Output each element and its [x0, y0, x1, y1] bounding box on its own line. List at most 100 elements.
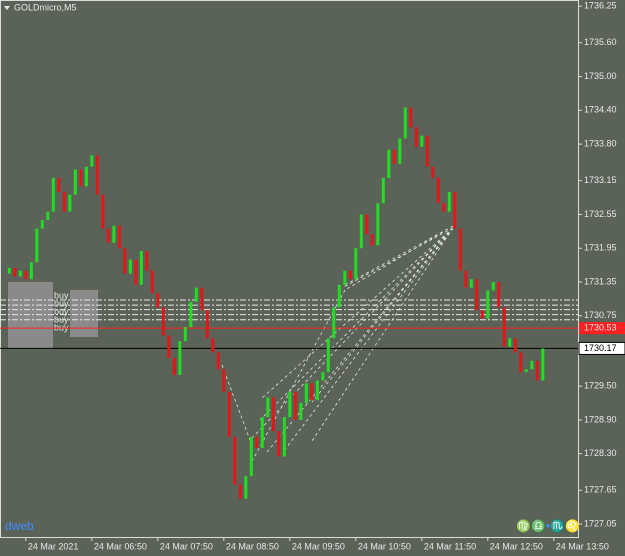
- candle: [425, 135, 429, 167]
- y-tick-label: 1727.65: [584, 485, 617, 495]
- order-label: buy: [54, 314, 69, 324]
- candle: [128, 259, 132, 274]
- candle: [222, 369, 226, 392]
- candle: [508, 338, 512, 347]
- candle: [79, 169, 83, 187]
- candle: [370, 234, 374, 246]
- candle: [200, 287, 204, 311]
- order-label: buy: [54, 322, 69, 332]
- candle: [178, 341, 182, 375]
- candle: [134, 259, 138, 285]
- candle: [288, 391, 292, 418]
- y-tick-label: 1728.30: [584, 448, 617, 458]
- candle: [271, 397, 275, 432]
- y-tick-label: 1735.60: [584, 37, 617, 47]
- y-tick-label: 1733.80: [584, 138, 617, 148]
- x-tick-label: 24 Mar 12:50: [490, 541, 543, 551]
- candle: [376, 203, 380, 246]
- candle: [387, 149, 391, 178]
- candle: [486, 290, 490, 319]
- candle: [156, 293, 160, 308]
- candle: [123, 248, 127, 274]
- candle: [326, 338, 330, 373]
- y-tick-label: 1732.55: [584, 209, 617, 219]
- candle: [244, 476, 248, 499]
- candle: [299, 403, 303, 420]
- candle: [541, 348, 545, 381]
- candle: [211, 338, 215, 353]
- candle: [315, 380, 319, 401]
- order-label: buy: [54, 306, 69, 316]
- candle: [535, 360, 539, 381]
- watermark: dweb: [5, 519, 34, 533]
- menu-arrow[interactable]: [4, 6, 10, 10]
- candle: [172, 358, 176, 375]
- candle: [68, 194, 72, 212]
- candle: [304, 383, 308, 404]
- candle: [332, 307, 336, 339]
- x-tick-label: 24 Mar 07:50: [160, 541, 213, 551]
- candle: [238, 484, 242, 499]
- candle: [282, 417, 286, 457]
- candle: [530, 360, 534, 370]
- candle: [310, 383, 314, 401]
- x-tick-label: 24 Mar 2021: [28, 541, 79, 551]
- symbols: ♍♎•♏♌: [516, 519, 580, 533]
- candle: [161, 307, 165, 336]
- candle: [458, 228, 462, 271]
- candle: [40, 220, 44, 229]
- y-tick-label: 1727.05: [584, 518, 617, 528]
- candle: [447, 191, 451, 212]
- candle: [436, 177, 440, 204]
- candle: [321, 372, 325, 381]
- y-tick-label: 1733.15: [584, 175, 617, 185]
- x-tick-label: 24 Mar 13:50: [556, 541, 609, 551]
- candle: [398, 138, 402, 164]
- candle: [13, 267, 17, 277]
- x-tick-label: 24 Mar 10:50: [358, 541, 411, 551]
- y-tick-label: 1729.50: [584, 381, 617, 391]
- candle: [167, 335, 171, 358]
- candle: [266, 397, 270, 418]
- candle: [497, 282, 501, 308]
- candle: [150, 270, 154, 294]
- order-label: buy: [54, 290, 69, 300]
- candle: [90, 155, 94, 167]
- candle: [249, 436, 253, 477]
- y-tick-label: 1736.25: [584, 1, 617, 11]
- candle: [420, 135, 424, 147]
- candle: [365, 214, 369, 235]
- candle: [117, 225, 121, 249]
- price-box: [578, 341, 625, 355]
- y-tick-label: 1731.35: [584, 276, 617, 286]
- y-tick-label: 1735.00: [584, 71, 617, 81]
- candle: [475, 279, 479, 311]
- candle: [491, 282, 495, 291]
- red-price-label: 1730.53: [584, 323, 617, 333]
- candle: [260, 417, 264, 449]
- candle: [24, 270, 28, 280]
- red-price-box: [579, 322, 625, 335]
- candle: [524, 369, 528, 373]
- candle: [409, 107, 413, 128]
- candle: [7, 267, 11, 274]
- candle: [216, 352, 220, 370]
- candle: [381, 177, 385, 204]
- order-label: buy: [54, 298, 69, 308]
- candle: [18, 270, 22, 277]
- candle: [57, 177, 61, 192]
- candle: [194, 287, 198, 302]
- candle: [519, 352, 523, 373]
- candle: [442, 203, 446, 212]
- candle: [502, 307, 506, 347]
- y-tick-label: 1730.75: [584, 310, 617, 320]
- candle: [84, 166, 88, 187]
- candle: [348, 270, 352, 280]
- candle: [343, 270, 347, 285]
- candle: [205, 310, 209, 339]
- candle: [227, 391, 231, 437]
- x-tick-label: 24 Mar 09:50: [292, 541, 345, 551]
